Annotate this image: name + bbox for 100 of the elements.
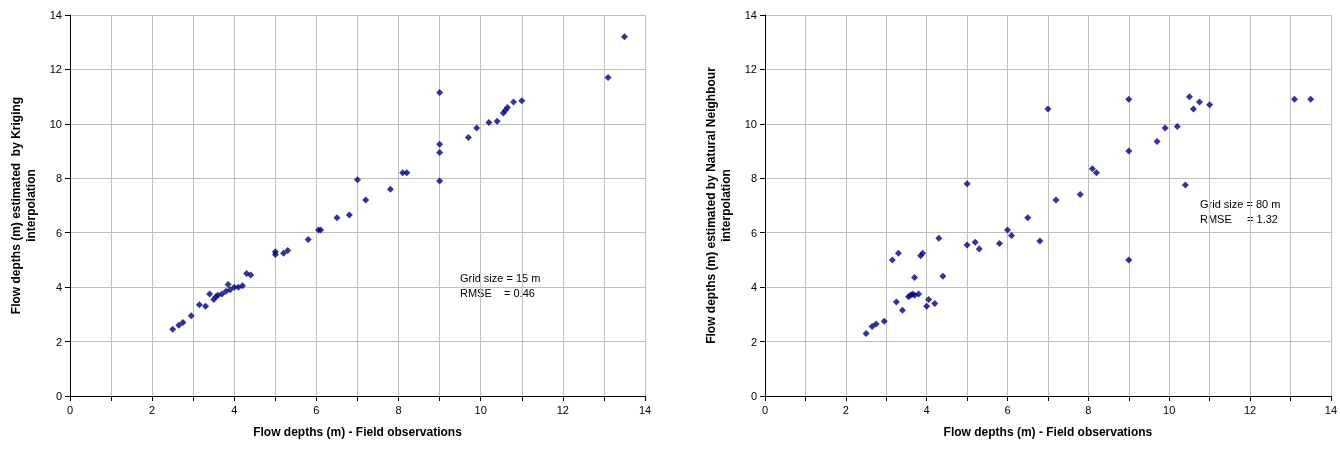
point — [923, 302, 931, 310]
x-tick-label: 12 — [1243, 403, 1257, 416]
point — [218, 290, 226, 298]
x-axis-title: Flow depths (m) - Field observations — [253, 424, 463, 439]
point — [436, 140, 444, 148]
point — [195, 301, 203, 309]
point — [1024, 214, 1032, 222]
point — [898, 306, 906, 314]
point — [939, 272, 947, 280]
y-tick-label: 8 — [750, 172, 757, 185]
point — [1307, 95, 1315, 103]
x-tick-label: 8 — [1085, 403, 1092, 416]
y-tick-label: 6 — [55, 226, 62, 239]
point — [239, 282, 246, 290]
point — [620, 33, 628, 41]
y-tick-label: 0 — [750, 390, 757, 402]
x-tick-label: 0 — [66, 403, 74, 416]
point — [206, 290, 214, 298]
point — [436, 89, 444, 97]
point — [247, 271, 255, 279]
point — [862, 329, 870, 337]
point — [284, 246, 292, 254]
y-tick-label: 14 — [744, 9, 757, 21]
y-tick-label: 14 — [49, 9, 62, 21]
point — [1052, 196, 1060, 204]
point — [354, 176, 361, 184]
y-tick-label: 4 — [750, 281, 757, 294]
point — [1189, 105, 1197, 113]
point — [464, 133, 472, 141]
x-tick-label: 2 — [842, 403, 849, 416]
point — [1161, 124, 1169, 132]
point — [1076, 191, 1084, 199]
point — [975, 245, 983, 253]
point — [995, 240, 1003, 248]
point — [1125, 95, 1133, 103]
point — [935, 234, 943, 242]
x-tick-label: 6 — [313, 403, 320, 416]
y-tick-label: 12 — [49, 63, 62, 76]
x-tick-label: 12 — [556, 403, 569, 416]
point — [362, 196, 370, 204]
point — [1092, 169, 1100, 177]
x-tick-label: 14 — [638, 403, 652, 416]
point — [243, 270, 251, 278]
point — [604, 74, 612, 82]
point — [892, 298, 900, 306]
point — [1036, 237, 1044, 245]
point — [473, 124, 481, 132]
point — [1008, 231, 1016, 239]
point — [1044, 105, 1052, 113]
y-tick-label: 6 — [750, 226, 757, 239]
y-tick-label: 8 — [55, 172, 62, 185]
x-tick-label: 10 — [474, 403, 487, 416]
x-tick-label: 10 — [1163, 403, 1176, 416]
point — [1004, 226, 1012, 234]
point — [187, 312, 195, 320]
point — [971, 238, 979, 246]
x-tick-label: 14 — [1324, 403, 1338, 416]
x-tick-label: 2 — [149, 403, 156, 416]
point — [1125, 256, 1133, 264]
point — [1153, 138, 1161, 146]
annotation: RMSE = 0.46 — [460, 286, 535, 299]
point — [345, 211, 353, 219]
y-axis-title: Flow depths (m) estimated by Kriging interpolation — [8, 96, 38, 315]
point — [485, 119, 493, 126]
x-tick-label: 6 — [1004, 403, 1011, 416]
point — [915, 290, 923, 298]
y-tick-label: 2 — [750, 335, 757, 348]
x-tick-label: 8 — [395, 403, 402, 416]
x-axis-title: Flow depths (m) - Field observations — [943, 424, 1153, 439]
x-tick-label: 4 — [231, 403, 238, 416]
point — [403, 169, 411, 177]
point — [518, 97, 526, 105]
point — [1125, 147, 1133, 155]
x-tick-label: 4 — [923, 403, 930, 416]
point — [963, 180, 971, 188]
y-axis-title: Flow depths (m) estimated by Natural Neighbour interpolation — [703, 66, 733, 344]
point — [1206, 101, 1214, 109]
point — [1291, 95, 1298, 103]
point — [436, 177, 444, 185]
point — [894, 249, 902, 257]
y-tick-label: 10 — [744, 117, 757, 130]
point — [872, 320, 880, 328]
point — [224, 280, 232, 288]
point — [510, 98, 518, 106]
point — [888, 256, 896, 264]
y-tick-label: 2 — [55, 335, 62, 348]
x-tick-label: 0 — [761, 403, 769, 416]
point — [880, 317, 888, 325]
point — [493, 117, 501, 125]
point — [963, 241, 971, 249]
point — [1088, 165, 1096, 173]
point — [304, 236, 312, 244]
point — [280, 249, 288, 257]
point — [179, 319, 187, 327]
y-tick-label: 4 — [55, 281, 62, 294]
point — [169, 325, 177, 333]
point — [1173, 123, 1181, 131]
point — [436, 148, 444, 156]
point — [911, 274, 919, 282]
point — [1181, 181, 1189, 189]
